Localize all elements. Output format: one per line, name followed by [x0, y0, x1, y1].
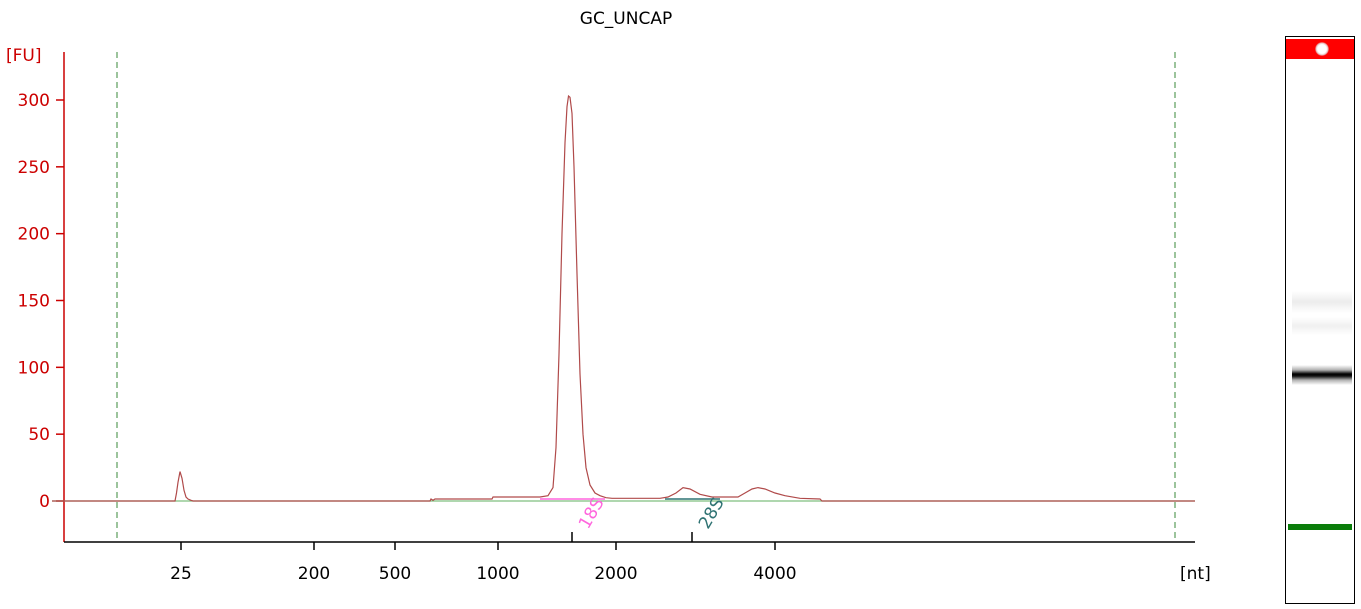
y-tick-label: 250: [18, 158, 50, 178]
x-tick-label: 25: [170, 564, 192, 584]
gel-marker-band: [1286, 39, 1354, 59]
chart-title: GC_UNCAP: [580, 9, 672, 29]
series-line: [52, 94, 1195, 502]
ladder-markers: [116, 52, 1176, 542]
x-axis-label: [nt]: [1180, 564, 1211, 584]
x-tick-label: 1000: [476, 564, 519, 584]
y-tick-label: 0: [39, 492, 50, 512]
gel-faint-band: [1292, 291, 1352, 313]
y-tick-label: 100: [18, 358, 50, 378]
x-tick-label: 4000: [753, 564, 796, 584]
x-tick-label: 500: [379, 564, 411, 584]
y-tick-label: 200: [18, 225, 50, 245]
gel-main-band: [1292, 365, 1352, 385]
peak-label: 18S: [575, 494, 609, 532]
series-layer: [52, 94, 1195, 502]
y-axis: 0 50 100 150 200 250 300: [18, 52, 65, 542]
x-tick-label: 2000: [594, 564, 637, 584]
gel-faint-band: [1292, 317, 1352, 335]
y-axis-label: [FU]: [6, 46, 42, 66]
x-axis: 25 200 500 1000 2000 4000: [64, 541, 1195, 584]
y-tick-label: 50: [28, 425, 50, 445]
y-tick-label: 150: [18, 292, 50, 312]
gel-ladder-band: [1288, 524, 1352, 530]
y-tick-label: 300: [18, 91, 50, 111]
marker-spot-icon: [1315, 42, 1329, 56]
gel-lane: [1285, 36, 1355, 604]
peak-label: 28S: [695, 494, 729, 532]
x-tick-label: 200: [298, 564, 330, 584]
